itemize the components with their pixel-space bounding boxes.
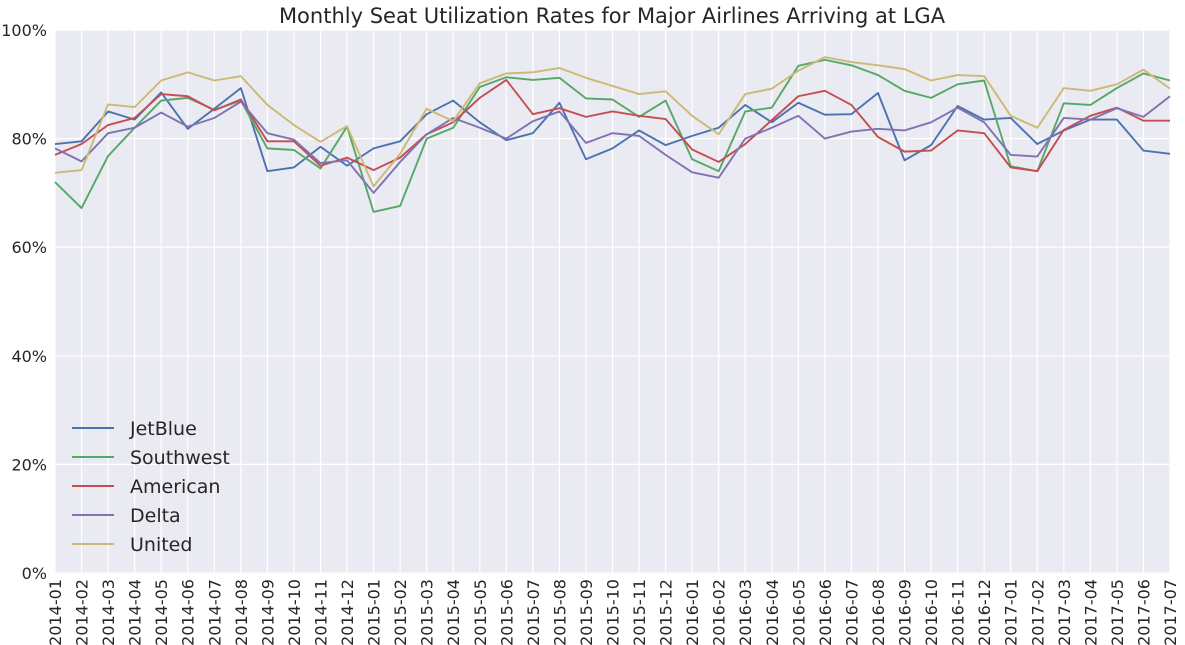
- legend-label-jetblue: JetBlue: [129, 418, 197, 440]
- x-tick-label: 2016-11: [949, 579, 968, 645]
- x-tick-label: 2015-04: [444, 579, 463, 645]
- x-tick-label: 2016-08: [869, 579, 888, 645]
- y-tick-labels: 0% 20% 40% 60% 80% 100%: [1, 21, 47, 583]
- x-tick-label: 2014-02: [73, 579, 92, 645]
- x-tick-label: 2016-10: [922, 579, 941, 645]
- x-tick-label: 2014-01: [46, 579, 65, 645]
- x-tick-label: 2016-05: [789, 579, 808, 645]
- series-line-united: [54, 56, 1171, 188]
- y-tick-label: 20%: [11, 455, 47, 474]
- x-tick-label: 2017-03: [1055, 579, 1074, 645]
- y-tick-label: 40%: [11, 347, 47, 366]
- x-tick-label: 2014-03: [99, 579, 118, 645]
- x-tick-label: 2015-07: [524, 579, 543, 645]
- x-tick-label: 2016-06: [816, 579, 835, 645]
- x-tick-label: 2015-02: [391, 579, 410, 645]
- legend-label-delta: Delta: [130, 505, 181, 527]
- legend-label-american: American: [130, 476, 220, 498]
- series-line-delta: [54, 95, 1171, 194]
- x-tick-label: 2016-12: [975, 579, 994, 645]
- chart-title: Monthly Seat Utilization Rates for Major…: [279, 4, 946, 28]
- x-tick-label: 2016-07: [842, 579, 861, 645]
- x-tick-label: 2016-02: [710, 579, 729, 645]
- x-tick-label: 2017-05: [1108, 579, 1127, 645]
- y-tick-label: 60%: [11, 238, 47, 257]
- y-tick-label: 100%: [1, 21, 47, 40]
- legend: JetBlue Southwest American Delta United: [72, 418, 230, 556]
- x-tick-label: 2015-08: [550, 579, 569, 645]
- x-tick-label: 2015-12: [657, 579, 676, 645]
- x-tick-label: 2014-04: [126, 579, 145, 645]
- x-tick-label: 2016-04: [763, 579, 782, 645]
- x-tick-label: 2014-08: [232, 579, 251, 645]
- x-tick-label: 2017-02: [1028, 579, 1047, 645]
- x-tick-label: 2014-09: [258, 579, 277, 645]
- x-tick-label: 2015-05: [471, 579, 490, 645]
- legend-label-united: United: [130, 534, 192, 556]
- x-tick-label: 2015-06: [497, 579, 516, 645]
- legend-label-southwest: Southwest: [130, 447, 230, 469]
- y-tick-label: 0%: [22, 564, 47, 583]
- x-tick-labels: 2014-01 2014-02 2014-03 2014-04 2014-05 2014-…: [46, 579, 1180, 645]
- x-tick-label: 2014-05: [152, 579, 171, 645]
- x-tick-label: 2015-10: [604, 579, 623, 645]
- grid-lines: [54, 29, 1171, 574]
- series-line-american: [54, 79, 1170, 173]
- x-tick-label: 2014-06: [179, 579, 198, 645]
- x-tick-label: 2014-12: [338, 579, 357, 645]
- x-tick-label: 2017-04: [1081, 579, 1100, 645]
- x-tick-label: 2014-07: [205, 579, 224, 645]
- x-tick-label: 2016-01: [683, 579, 702, 645]
- series-line-jetblue: [54, 87, 1171, 173]
- x-tick-label: 2016-09: [896, 579, 915, 645]
- x-tick-label: 2014-10: [285, 579, 304, 645]
- x-tick-label: 2015-03: [418, 579, 437, 645]
- x-tick-label: 2015-11: [630, 579, 649, 645]
- y-tick-label: 80%: [11, 130, 47, 149]
- x-tick-label: 2017-01: [1002, 579, 1021, 645]
- x-tick-label: 2017-06: [1134, 579, 1153, 645]
- x-tick-label: 2017-07: [1161, 579, 1180, 645]
- x-tick-label: 2015-09: [577, 579, 596, 645]
- x-tick-label: 2014-11: [311, 579, 330, 645]
- series-lines: [54, 56, 1171, 213]
- x-tick-label: 2015-01: [365, 579, 384, 645]
- x-tick-label: 2016-03: [736, 579, 755, 645]
